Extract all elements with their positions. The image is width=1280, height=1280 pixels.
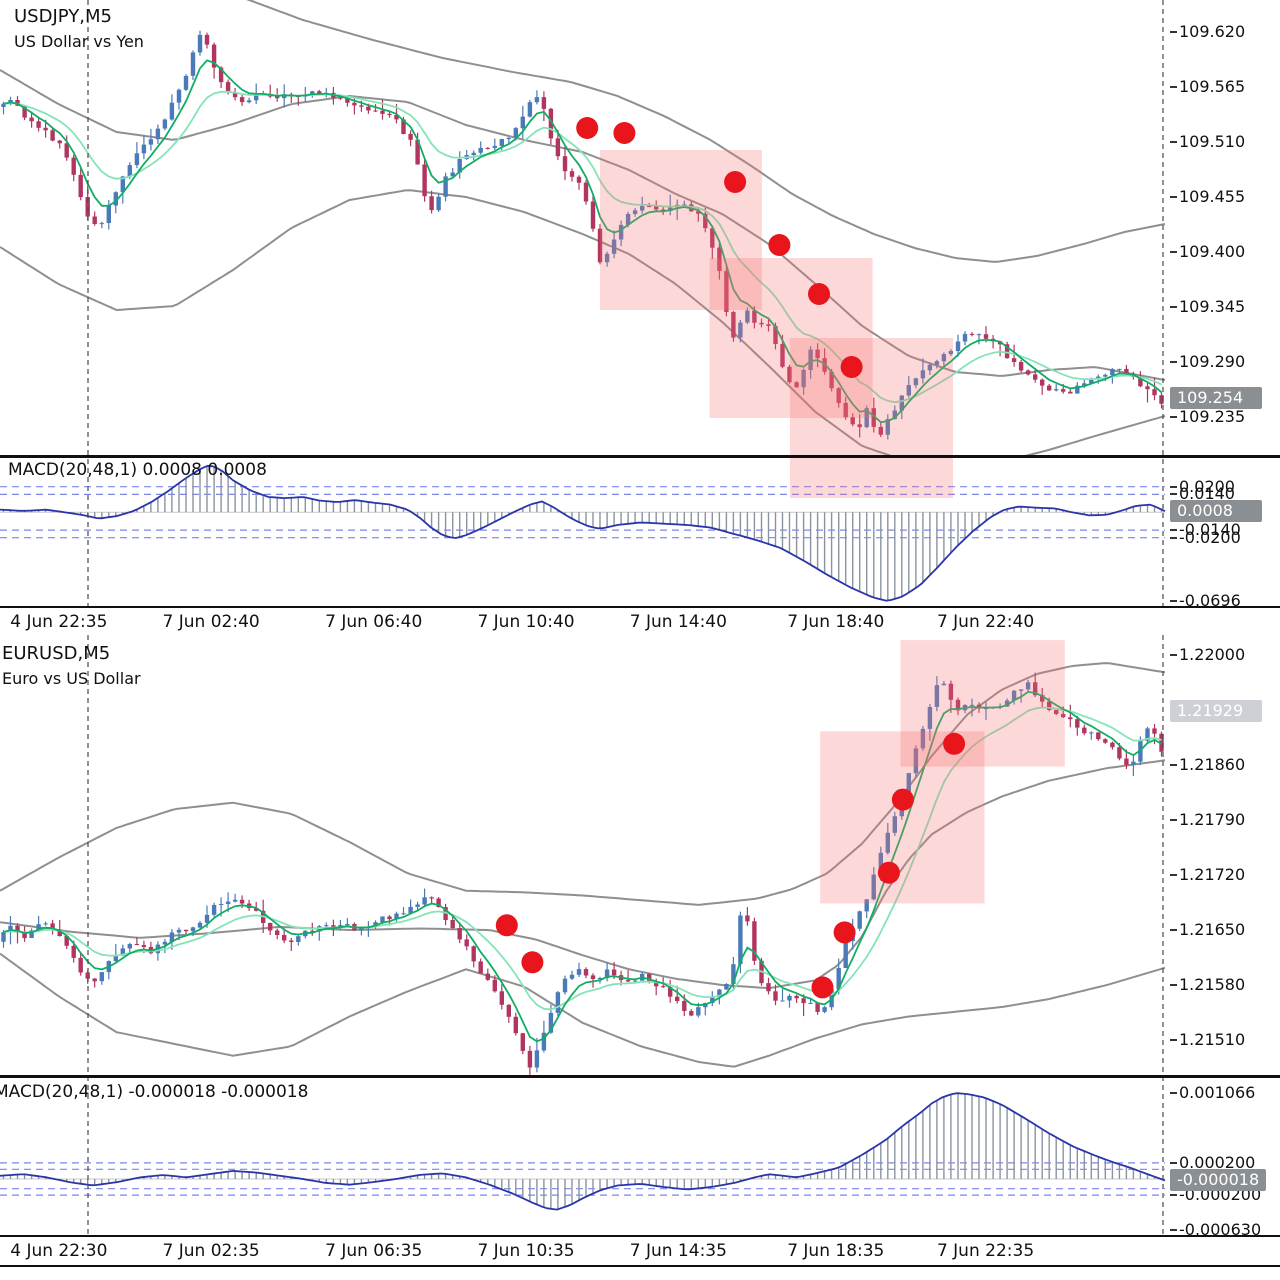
eurusd-annotation-overlay: [87, 635, 1164, 1235]
macd-current-badge: 0.0008: [1170, 500, 1262, 523]
symbol-subtitle: US Dollar vs Yen: [14, 32, 144, 51]
symbol-subtitle: Euro vs US Dollar: [2, 669, 141, 688]
panel-separator: [0, 1075, 1280, 1078]
usdjpy-annotation-overlay: [87, 0, 1164, 606]
current-price-badge: 109.254: [1170, 387, 1262, 409]
macd-indicator-label: MACD(20,48,1) -0.000018 -0.000018: [0, 1082, 309, 1102]
eurusd-macd-plot[interactable]: [0, 1080, 1280, 1235]
macd-indicator-label: MACD(20,48,1) 0.0008 0.0008: [8, 460, 267, 480]
panel-separator: [0, 1235, 1280, 1237]
eurusd-price-plot[interactable]: [0, 635, 1280, 1075]
current-price-badge: 1.21929: [1170, 699, 1262, 722]
eurusd-chart-panel: EURUSD,M5 Euro vs US Dollar MACD(20,48,1…: [0, 635, 1280, 1275]
usdjpy-macd-plot[interactable]: [0, 458, 1280, 606]
panel-separator: [0, 455, 1280, 458]
symbol-title: USDJPY,M5: [14, 6, 112, 27]
symbol-title: EURUSD,M5: [2, 643, 111, 664]
usdjpy-price-plot[interactable]: [0, 0, 1280, 455]
panel-separator: [0, 606, 1280, 608]
panel-bottom-border: [0, 1265, 1280, 1267]
macd-current-badge: -0.000018: [1170, 1169, 1267, 1192]
usdjpy-chart-panel: USDJPY,M5 US Dollar vs Yen MACD(20,48,1)…: [0, 0, 1280, 635]
